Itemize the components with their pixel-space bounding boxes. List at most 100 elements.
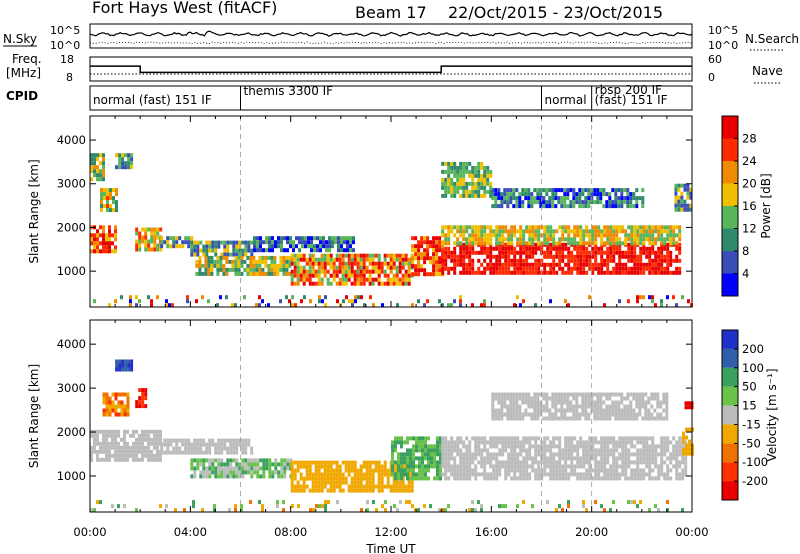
range-gate-cell xyxy=(567,476,571,481)
range-gate-cell xyxy=(250,240,254,245)
range-gate-cell xyxy=(648,448,652,453)
range-gate-cell xyxy=(573,237,577,242)
range-gate-cell xyxy=(642,241,646,246)
range-gate-cell xyxy=(247,240,251,245)
range-gate-cell xyxy=(190,252,194,257)
range-gate-cell xyxy=(669,250,673,255)
range-gate-cell xyxy=(323,472,327,477)
range-gate-cell xyxy=(468,246,472,251)
range-gate-cell xyxy=(453,233,457,238)
range-gate-cell xyxy=(462,464,466,469)
range-gate-cell xyxy=(597,452,601,457)
range-gate-cell xyxy=(669,460,673,465)
range-gate-cell xyxy=(588,233,592,238)
range-gate-cell xyxy=(674,183,678,188)
range-gate-cell xyxy=(351,303,354,308)
range-gate-cell xyxy=(424,476,427,481)
range-gate-cell xyxy=(253,244,256,249)
range-gate-cell xyxy=(349,244,352,249)
range-gate-cell xyxy=(318,504,321,509)
range-gate-cell xyxy=(558,436,562,441)
range-gate-cell xyxy=(685,451,688,456)
range-gate-cell xyxy=(497,188,501,193)
range-gate-cell xyxy=(371,468,375,473)
range-gate-cell xyxy=(582,460,586,465)
range-gate-cell xyxy=(675,476,679,481)
range-gate-cell xyxy=(617,204,621,209)
range-gate-cell xyxy=(597,225,601,230)
range-gate-cell xyxy=(108,445,111,450)
range-gate-cell xyxy=(320,257,324,262)
range-gate-cell xyxy=(680,183,684,188)
range-gate-cell xyxy=(93,165,96,170)
range-gate-cell xyxy=(642,476,646,481)
range-gate-cell xyxy=(480,440,484,445)
range-gate-cell xyxy=(618,476,622,481)
range-gate-cell xyxy=(665,408,669,413)
range-gate-cell xyxy=(335,472,339,477)
range-gate-cell xyxy=(666,448,670,453)
range-gate-cell xyxy=(223,248,227,253)
range-gate-cell xyxy=(656,396,660,401)
range-gate-cell xyxy=(290,472,294,477)
range-gate-cell xyxy=(578,404,582,409)
range-gate-cell xyxy=(438,264,442,269)
range-gate-cell xyxy=(591,266,595,271)
range-gate-cell xyxy=(337,244,340,249)
range-gate-cell xyxy=(211,244,215,249)
range-gate-cell xyxy=(522,456,526,461)
range-gate-cell xyxy=(193,450,197,455)
range-gate-cell xyxy=(615,246,619,251)
range-gate-cell xyxy=(471,460,475,465)
range-gate-cell xyxy=(336,299,339,304)
range-gate-cell xyxy=(645,237,649,242)
range-gate-cell xyxy=(678,250,682,255)
range-gate-cell xyxy=(317,464,321,469)
range-gate-cell xyxy=(285,263,289,268)
range-gate-cell xyxy=(109,188,112,193)
range-gate-cell xyxy=(106,204,109,209)
range-gate-cell xyxy=(660,258,664,263)
range-gate-cell xyxy=(205,474,209,479)
range-gate-cell xyxy=(606,456,610,461)
range-gate-cell xyxy=(474,241,478,246)
range-gate-cell xyxy=(346,244,349,249)
range-gate-cell xyxy=(474,456,478,461)
range-gate-cell xyxy=(509,392,513,397)
range-gate-cell xyxy=(575,396,579,401)
range-gate-cell xyxy=(114,225,117,230)
range-gate-cell xyxy=(424,464,427,469)
range-gate-cell xyxy=(347,265,351,270)
range-gate-cell xyxy=(318,299,321,304)
range-gate-cell xyxy=(578,416,582,421)
range-gate-cell xyxy=(542,396,546,401)
range-gate-cell xyxy=(660,452,664,457)
range-gate-cell xyxy=(302,253,306,258)
range-gate-cell xyxy=(626,188,630,193)
range-gate-cell xyxy=(549,237,553,242)
range-gate-cell xyxy=(138,388,142,393)
range-gate-cell xyxy=(549,254,553,259)
range-gate-cell xyxy=(210,271,214,276)
range-gate-cell xyxy=(558,225,562,230)
range-gate-cell xyxy=(331,240,334,245)
range-gate-cell xyxy=(645,250,649,255)
range-gate-cell xyxy=(522,468,526,473)
range-gate-cell xyxy=(135,437,138,442)
range-gate-cell xyxy=(208,474,212,479)
range-gate-cell xyxy=(222,263,226,268)
range-gate-cell xyxy=(543,250,547,255)
range-gate-cell xyxy=(138,445,141,450)
range-gate-cell xyxy=(283,458,287,463)
range-gate-cell xyxy=(573,229,577,234)
range-gate-cell xyxy=(594,468,598,473)
range-gate-cell xyxy=(96,449,99,454)
range-gate-cell xyxy=(498,452,502,457)
range-gate-cell xyxy=(403,460,406,465)
range-gate-cell xyxy=(397,468,400,473)
range-gate-cell xyxy=(401,257,405,262)
range-gate-cell xyxy=(317,484,321,489)
range-gate-cell xyxy=(329,253,333,258)
range-gate-cell xyxy=(501,246,505,251)
range-gate-cell xyxy=(579,246,583,251)
